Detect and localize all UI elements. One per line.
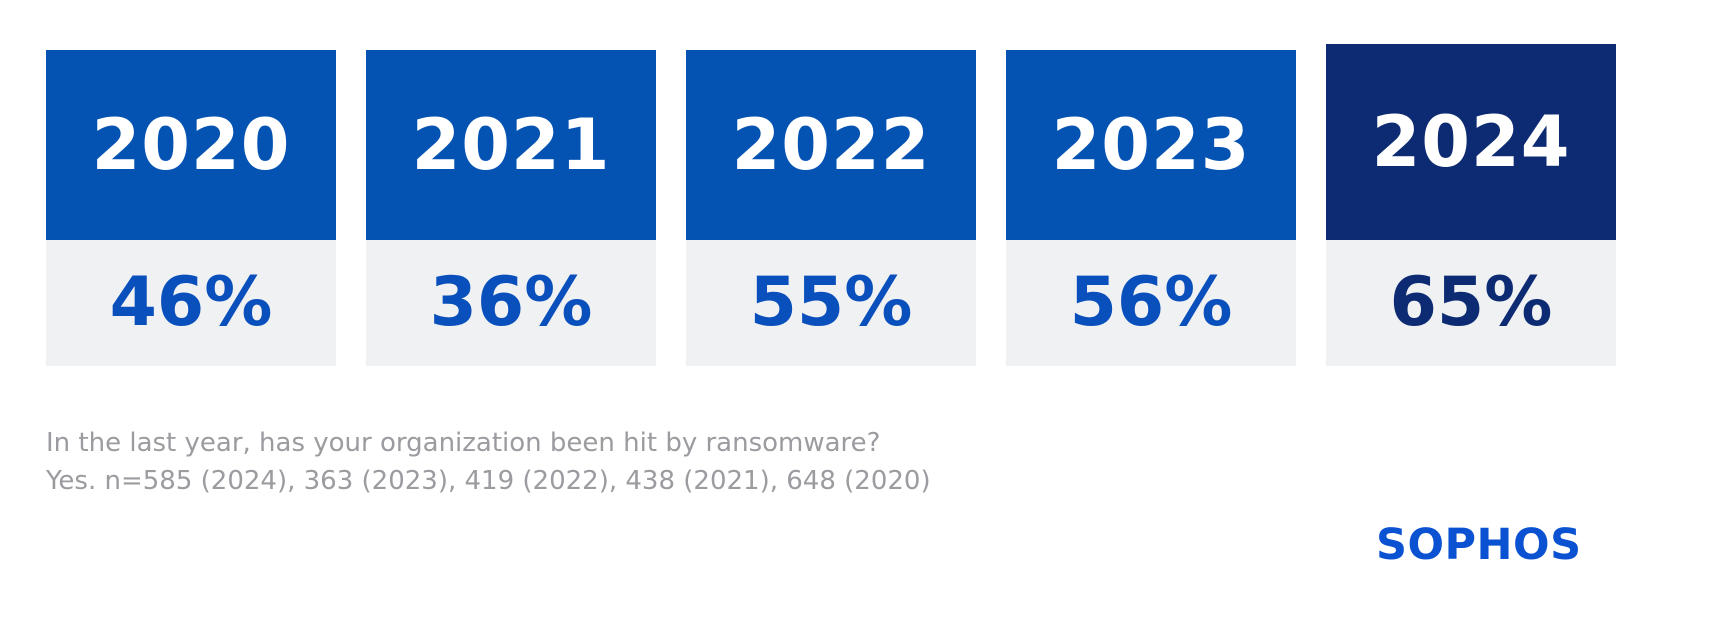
year-card-2021-header: 2021 — [366, 50, 656, 240]
year-card-2022-body: 55% — [686, 240, 976, 366]
year-card-2023: 2023 56% — [1006, 50, 1296, 366]
sophos-logo: SOPHOS — [1376, 520, 1582, 570]
year-label-2022: 2022 — [731, 104, 931, 186]
year-label-2023: 2023 — [1051, 104, 1251, 186]
year-label-2020: 2020 — [91, 104, 291, 186]
year-cards: 2020 46% 2021 36% 2022 55% 2023 — [46, 44, 1616, 366]
year-card-2024-header: 2024 — [1326, 44, 1616, 240]
year-card-2023-body: 56% — [1006, 240, 1296, 366]
year-label-2021: 2021 — [411, 104, 611, 186]
year-card-2020-header: 2020 — [46, 50, 336, 240]
year-card-2022-header: 2022 — [686, 50, 976, 240]
percent-value-2021: 36% — [429, 263, 593, 342]
survey-footnote: In the last year, has your organization … — [46, 424, 931, 500]
percent-value-2024: 65% — [1389, 263, 1553, 342]
percent-value-2022: 55% — [749, 263, 913, 342]
year-card-2022: 2022 55% — [686, 50, 976, 366]
percent-value-2023: 56% — [1069, 263, 1233, 342]
year-card-2020: 2020 46% — [46, 50, 336, 366]
year-card-2020-body: 46% — [46, 240, 336, 366]
year-card-2023-header: 2023 — [1006, 50, 1296, 240]
year-card-2021: 2021 36% — [366, 50, 656, 366]
survey-question-line: In the last year, has your organization … — [46, 428, 881, 458]
survey-sample-line: Yes. n=585 (2024), 363 (2023), 419 (2022… — [46, 466, 931, 496]
year-card-2024: 2024 65% — [1326, 44, 1616, 366]
year-label-2024: 2024 — [1371, 101, 1571, 183]
year-card-2021-body: 36% — [366, 240, 656, 366]
percent-value-2020: 46% — [109, 263, 273, 342]
year-card-2024-body: 65% — [1326, 240, 1616, 366]
